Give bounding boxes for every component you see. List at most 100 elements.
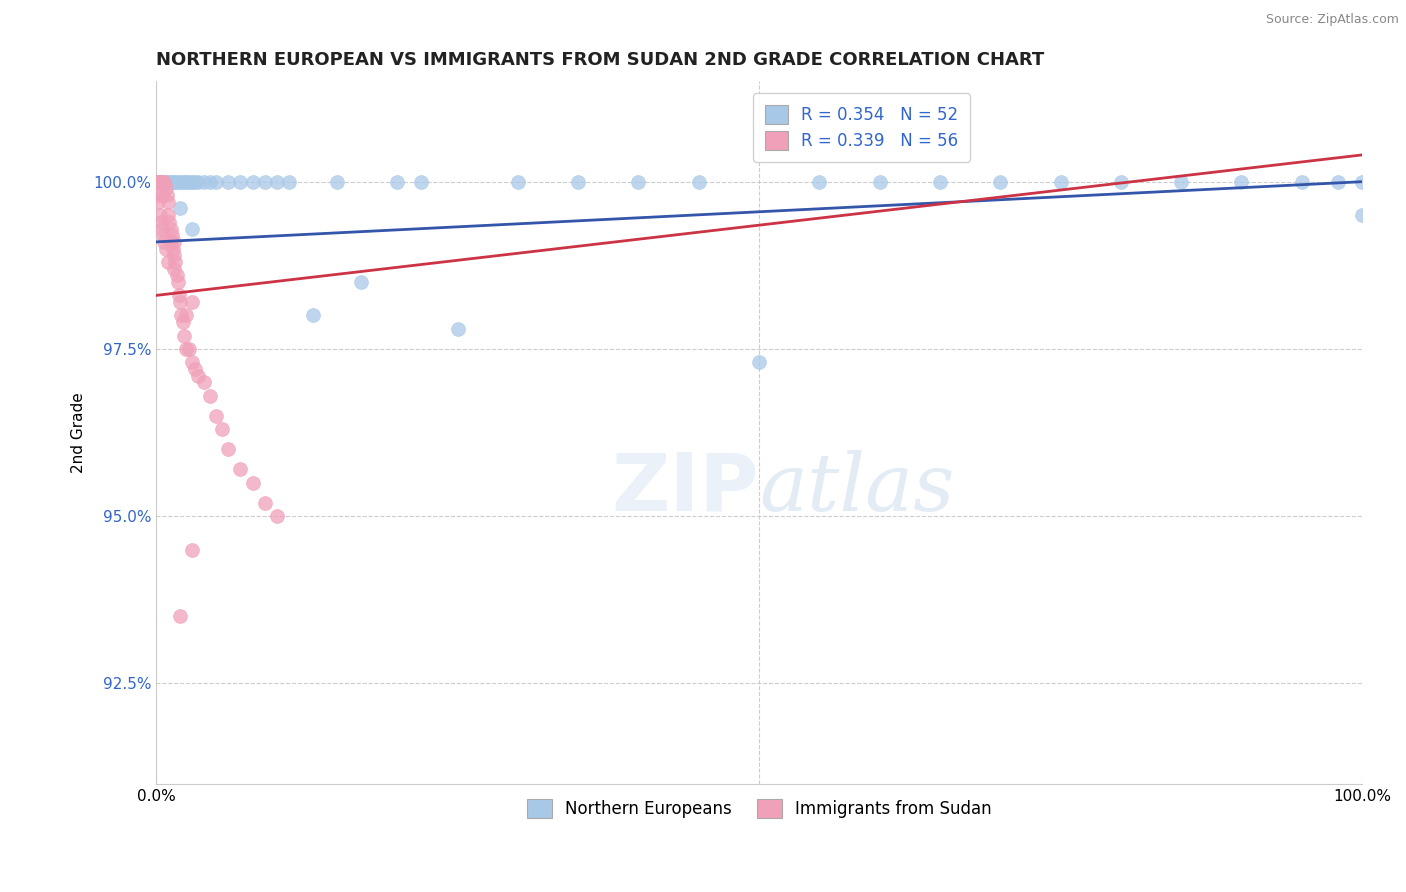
Point	[149, 175, 172, 189]
Point	[150, 221, 173, 235]
Point	[193, 175, 215, 189]
Point	[148, 194, 170, 209]
Point	[229, 462, 252, 476]
Point	[567, 175, 589, 189]
Point	[627, 175, 650, 189]
Point	[159, 175, 181, 189]
Point	[159, 235, 181, 249]
Point	[153, 175, 176, 189]
Point	[929, 175, 952, 189]
Point	[808, 175, 831, 189]
Point	[266, 509, 288, 524]
Point	[183, 175, 205, 189]
Point	[153, 235, 176, 249]
Point	[277, 175, 299, 189]
Point	[157, 194, 180, 209]
Point	[183, 362, 205, 376]
Point	[242, 475, 264, 490]
Point	[688, 175, 710, 189]
Point	[163, 248, 186, 262]
Point	[181, 221, 204, 235]
Text: NORTHERN EUROPEAN VS IMMIGRANTS FROM SUDAN 2ND GRADE CORRELATION CHART: NORTHERN EUROPEAN VS IMMIGRANTS FROM SUD…	[156, 51, 1045, 69]
Point	[253, 175, 276, 189]
Point	[153, 175, 176, 189]
Point	[411, 175, 433, 189]
Point	[266, 175, 288, 189]
Point	[152, 175, 174, 189]
Point	[1049, 175, 1071, 189]
Point	[160, 228, 183, 243]
Point	[149, 215, 172, 229]
Point	[163, 235, 186, 249]
Point	[159, 221, 181, 235]
Point	[146, 175, 169, 189]
Point	[1351, 175, 1374, 189]
Point	[1351, 208, 1374, 222]
Point	[155, 242, 177, 256]
Point	[152, 228, 174, 243]
Point	[170, 309, 193, 323]
Point	[187, 175, 209, 189]
Text: atlas: atlas	[759, 450, 955, 527]
Point	[149, 208, 172, 222]
Point	[187, 368, 209, 383]
Point	[174, 175, 197, 189]
Point	[172, 175, 194, 189]
Point	[169, 202, 191, 216]
Point	[1170, 175, 1192, 189]
Point	[350, 275, 373, 289]
Point	[155, 181, 177, 195]
Point	[174, 309, 197, 323]
Point	[326, 175, 349, 189]
Point	[253, 496, 276, 510]
Point	[211, 422, 233, 436]
Point	[173, 328, 195, 343]
Point	[1109, 175, 1132, 189]
Point	[162, 242, 184, 256]
Point	[166, 175, 188, 189]
Point	[169, 295, 191, 310]
Point	[169, 609, 191, 624]
Point	[146, 175, 169, 189]
Point	[988, 175, 1011, 189]
Point	[157, 175, 180, 189]
Text: ZIP: ZIP	[612, 450, 759, 528]
Point	[150, 175, 173, 189]
Point	[174, 342, 197, 356]
Point	[181, 175, 204, 189]
Point	[242, 175, 264, 189]
Point	[181, 542, 204, 557]
Point	[148, 175, 170, 189]
Point	[181, 295, 204, 310]
Point	[166, 275, 188, 289]
Point	[157, 215, 180, 229]
Text: Source: ZipAtlas.com: Source: ZipAtlas.com	[1265, 13, 1399, 27]
Point	[181, 355, 204, 369]
Point	[200, 175, 222, 189]
Point	[748, 355, 770, 369]
Point	[156, 188, 179, 202]
Point	[157, 255, 180, 269]
Point	[506, 175, 529, 189]
Point	[1327, 175, 1350, 189]
Point	[174, 175, 197, 189]
Point	[169, 175, 191, 189]
Point	[155, 175, 177, 189]
Point	[217, 175, 239, 189]
Point	[205, 409, 228, 423]
Point	[229, 175, 252, 189]
Point	[150, 188, 173, 202]
Point	[193, 376, 215, 390]
Point	[150, 175, 173, 189]
Point	[163, 261, 186, 276]
Point	[1230, 175, 1253, 189]
Point	[163, 175, 186, 189]
Point	[179, 175, 201, 189]
Point	[869, 175, 891, 189]
Point	[446, 322, 468, 336]
Point	[146, 188, 169, 202]
Point	[172, 315, 194, 329]
Point	[200, 389, 222, 403]
Point	[157, 208, 180, 222]
Legend: Northern Europeans, Immigrants from Sudan: Northern Europeans, Immigrants from Suda…	[520, 792, 998, 824]
